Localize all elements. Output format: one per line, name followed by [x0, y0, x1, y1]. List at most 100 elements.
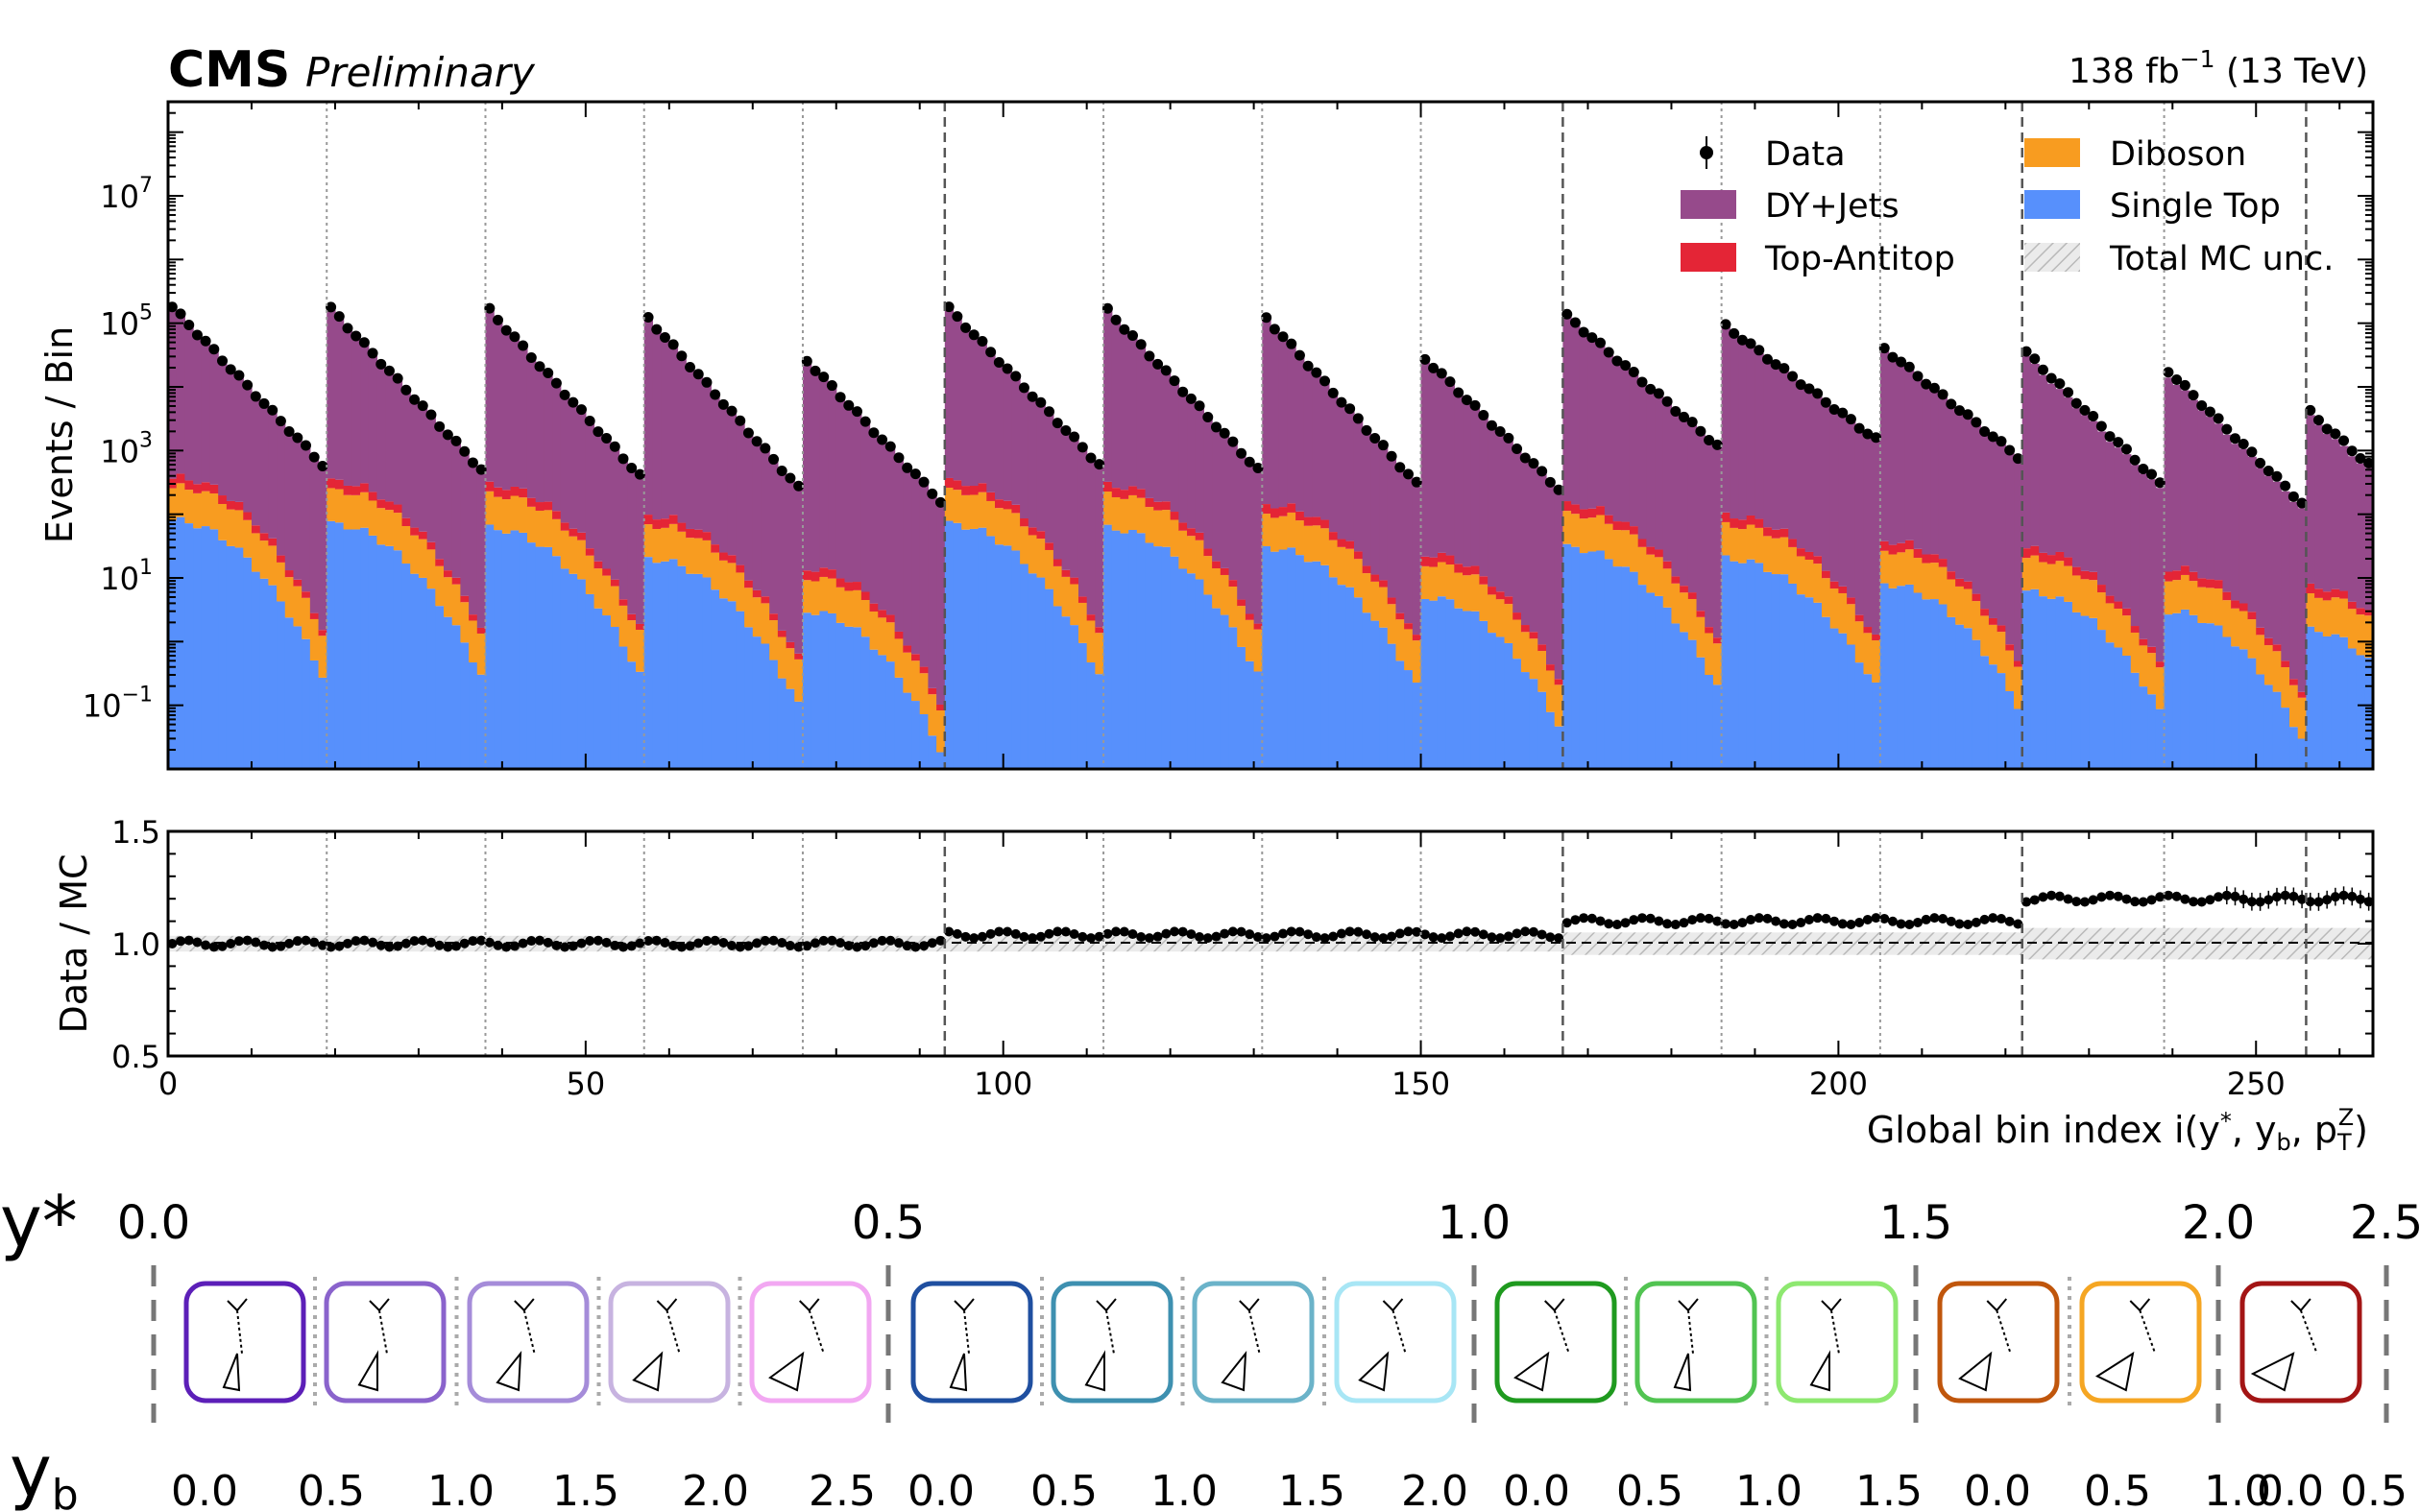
ratio-point [2288, 891, 2299, 901]
bar-ttbar [1813, 556, 1823, 564]
bar-diboson [1488, 594, 1497, 634]
bar-diboson [2314, 597, 2324, 633]
bar-diboson [277, 562, 286, 602]
ratio-point [985, 928, 996, 939]
ratio-unc-band [1529, 935, 1538, 952]
bar-singletop [2289, 727, 2299, 769]
bar-singletop [2055, 596, 2065, 769]
bar-diboson [1245, 619, 1255, 661]
bar-dyjets [1420, 360, 1430, 557]
data-point [2063, 387, 2074, 398]
bar-singletop [978, 527, 987, 769]
bar-dyjets [1011, 377, 1021, 505]
bar-ttbar [2222, 591, 2232, 601]
bar-diboson [376, 508, 386, 545]
bar-diboson [519, 497, 528, 533]
data-point [1069, 431, 1080, 443]
bar-dyjets [1103, 309, 1113, 482]
bar-diboson [2114, 609, 2123, 648]
bar-ttbar [1546, 664, 1556, 671]
data-point [2305, 404, 2316, 416]
bar-ttbar [1187, 528, 1197, 537]
data-point [317, 460, 328, 471]
bar-dyjets [618, 458, 628, 600]
bar-dyjets [226, 369, 236, 501]
bar-singletop [259, 578, 269, 769]
ratio-point [493, 940, 503, 950]
bar-dyjets [602, 438, 612, 569]
bar-singletop [1070, 625, 1079, 769]
yb-symbol: yb [10, 1430, 79, 1512]
bar-singletop [686, 573, 695, 769]
data-point [1569, 317, 1581, 328]
bar-dyjets [1754, 352, 1764, 519]
bar-diboson [501, 499, 512, 534]
data-point [2213, 413, 2224, 424]
bar-dyjets [2014, 461, 2023, 661]
bar-dyjets [1445, 382, 1455, 556]
bar-ttbar [1337, 539, 1346, 547]
data-point [1704, 435, 1715, 446]
bar-dyjets [727, 410, 737, 556]
bar-diboson [451, 584, 461, 626]
bar-diboson [903, 652, 912, 693]
bar-diboson [1070, 584, 1079, 626]
bar-diboson [368, 500, 378, 536]
data-point [667, 339, 679, 350]
bar-diboson [226, 509, 236, 546]
bar-dyjets [1270, 329, 1280, 509]
ratio-point [409, 936, 420, 947]
bar-singletop [1579, 553, 1589, 769]
bar-dyjets [1045, 412, 1054, 543]
bar-dyjets [184, 324, 194, 481]
ystar-label: 1.0 [1438, 1196, 1511, 1250]
data-point [258, 397, 270, 409]
data-point [2263, 466, 2274, 477]
bar-ttbar [828, 569, 837, 579]
bar-singletop [1829, 628, 1839, 769]
data-point [2004, 444, 2016, 456]
bar-singletop [1212, 608, 1222, 769]
bar-singletop [652, 563, 662, 769]
ratio-point [927, 938, 937, 948]
bar-dyjets [627, 468, 637, 614]
bar-singletop [1011, 550, 1021, 769]
data-point [1803, 383, 1815, 395]
data-point [1537, 466, 1548, 477]
bar-dyjets [243, 385, 253, 513]
data-point [1828, 404, 1840, 416]
bar-diboson [1788, 546, 1798, 584]
bar-ttbar [1904, 540, 1915, 550]
bar-dyjets [668, 344, 679, 516]
ratio-point [201, 940, 211, 950]
ratio-unc-band [2281, 927, 2290, 960]
legend-swatch-singletop [2024, 190, 2080, 219]
ratio-point [1044, 928, 1054, 939]
bar-ttbar [302, 591, 311, 598]
data-point [1845, 414, 1856, 425]
ratio-point [1812, 913, 1823, 924]
bar-diboson [2180, 574, 2190, 610]
bar-diboson [1053, 565, 1063, 607]
data-point [400, 384, 412, 396]
bar-singletop [2238, 649, 2249, 769]
ratio-point [351, 936, 361, 947]
bar-singletop [2281, 708, 2290, 769]
data-point [2045, 372, 2057, 384]
data-point [2280, 480, 2291, 492]
bar-dyjets [777, 470, 787, 631]
bar-ttbar [610, 579, 620, 587]
bar-diboson [1612, 530, 1622, 567]
ratio-point [868, 938, 879, 948]
bar-dyjets [1779, 371, 1789, 529]
bar-singletop [360, 527, 370, 769]
bar-diboson [476, 633, 487, 675]
data-point [642, 311, 654, 323]
bar-singletop [1972, 639, 1981, 769]
bar-singletop [1345, 587, 1355, 769]
bar-singletop [1036, 577, 1046, 769]
data-point [685, 361, 696, 372]
ratio-unc-band [1111, 935, 1121, 952]
bar-ttbar [460, 595, 470, 603]
ratio-unc-band [1328, 935, 1339, 952]
